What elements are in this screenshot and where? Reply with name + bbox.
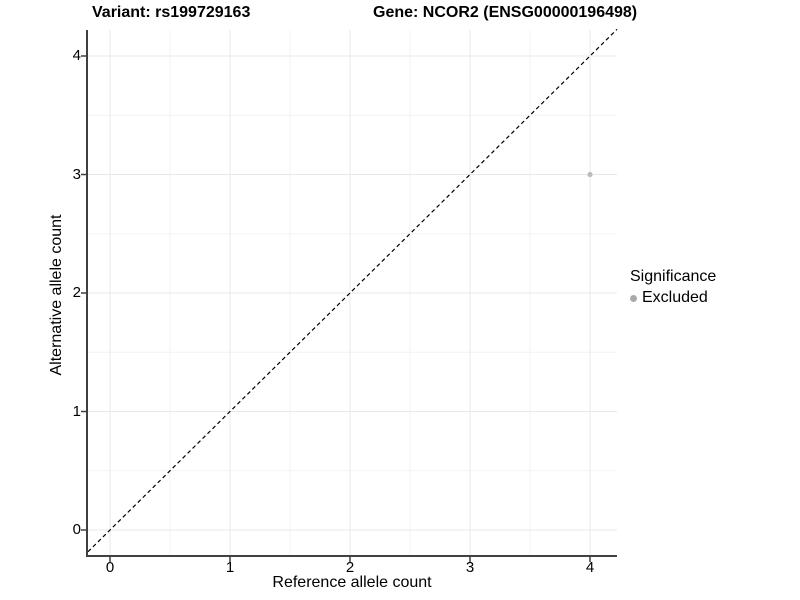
y-tick-label-3: 3 xyxy=(72,165,81,183)
plot-title-variant: Variant: rs199729163 xyxy=(92,4,251,21)
y-tick-label-0: 0 xyxy=(72,521,81,538)
plot-canvas xyxy=(81,28,618,562)
x-tick-label-3: 3 xyxy=(465,559,475,576)
x-tick-label-1: 1 xyxy=(225,559,235,576)
plot-title-gene: Gene: NCOR2 (ENSG00000196498) xyxy=(373,4,638,21)
data-point-4-3 xyxy=(587,171,593,178)
identity-dashed-line xyxy=(87,28,618,553)
plot-panel xyxy=(81,28,618,562)
x-tick-label-2: 2 xyxy=(345,559,355,576)
legend-title: Significance xyxy=(630,268,717,285)
legend-entry-label: Excluded xyxy=(642,289,708,306)
x-axis-title: Reference allele count xyxy=(272,574,432,591)
legend-point-icon xyxy=(630,294,637,302)
x-tick-label-0: 0 xyxy=(105,559,115,576)
y-tick-label-2: 2 xyxy=(72,284,81,301)
legend-entry-excluded: Excluded xyxy=(630,289,716,307)
y-tick-label-1: 1 xyxy=(72,402,81,420)
legend: Significance Excluded xyxy=(630,268,716,307)
y-tick-label-4: 4 xyxy=(72,47,81,64)
x-tick-label-4: 4 xyxy=(585,559,595,576)
